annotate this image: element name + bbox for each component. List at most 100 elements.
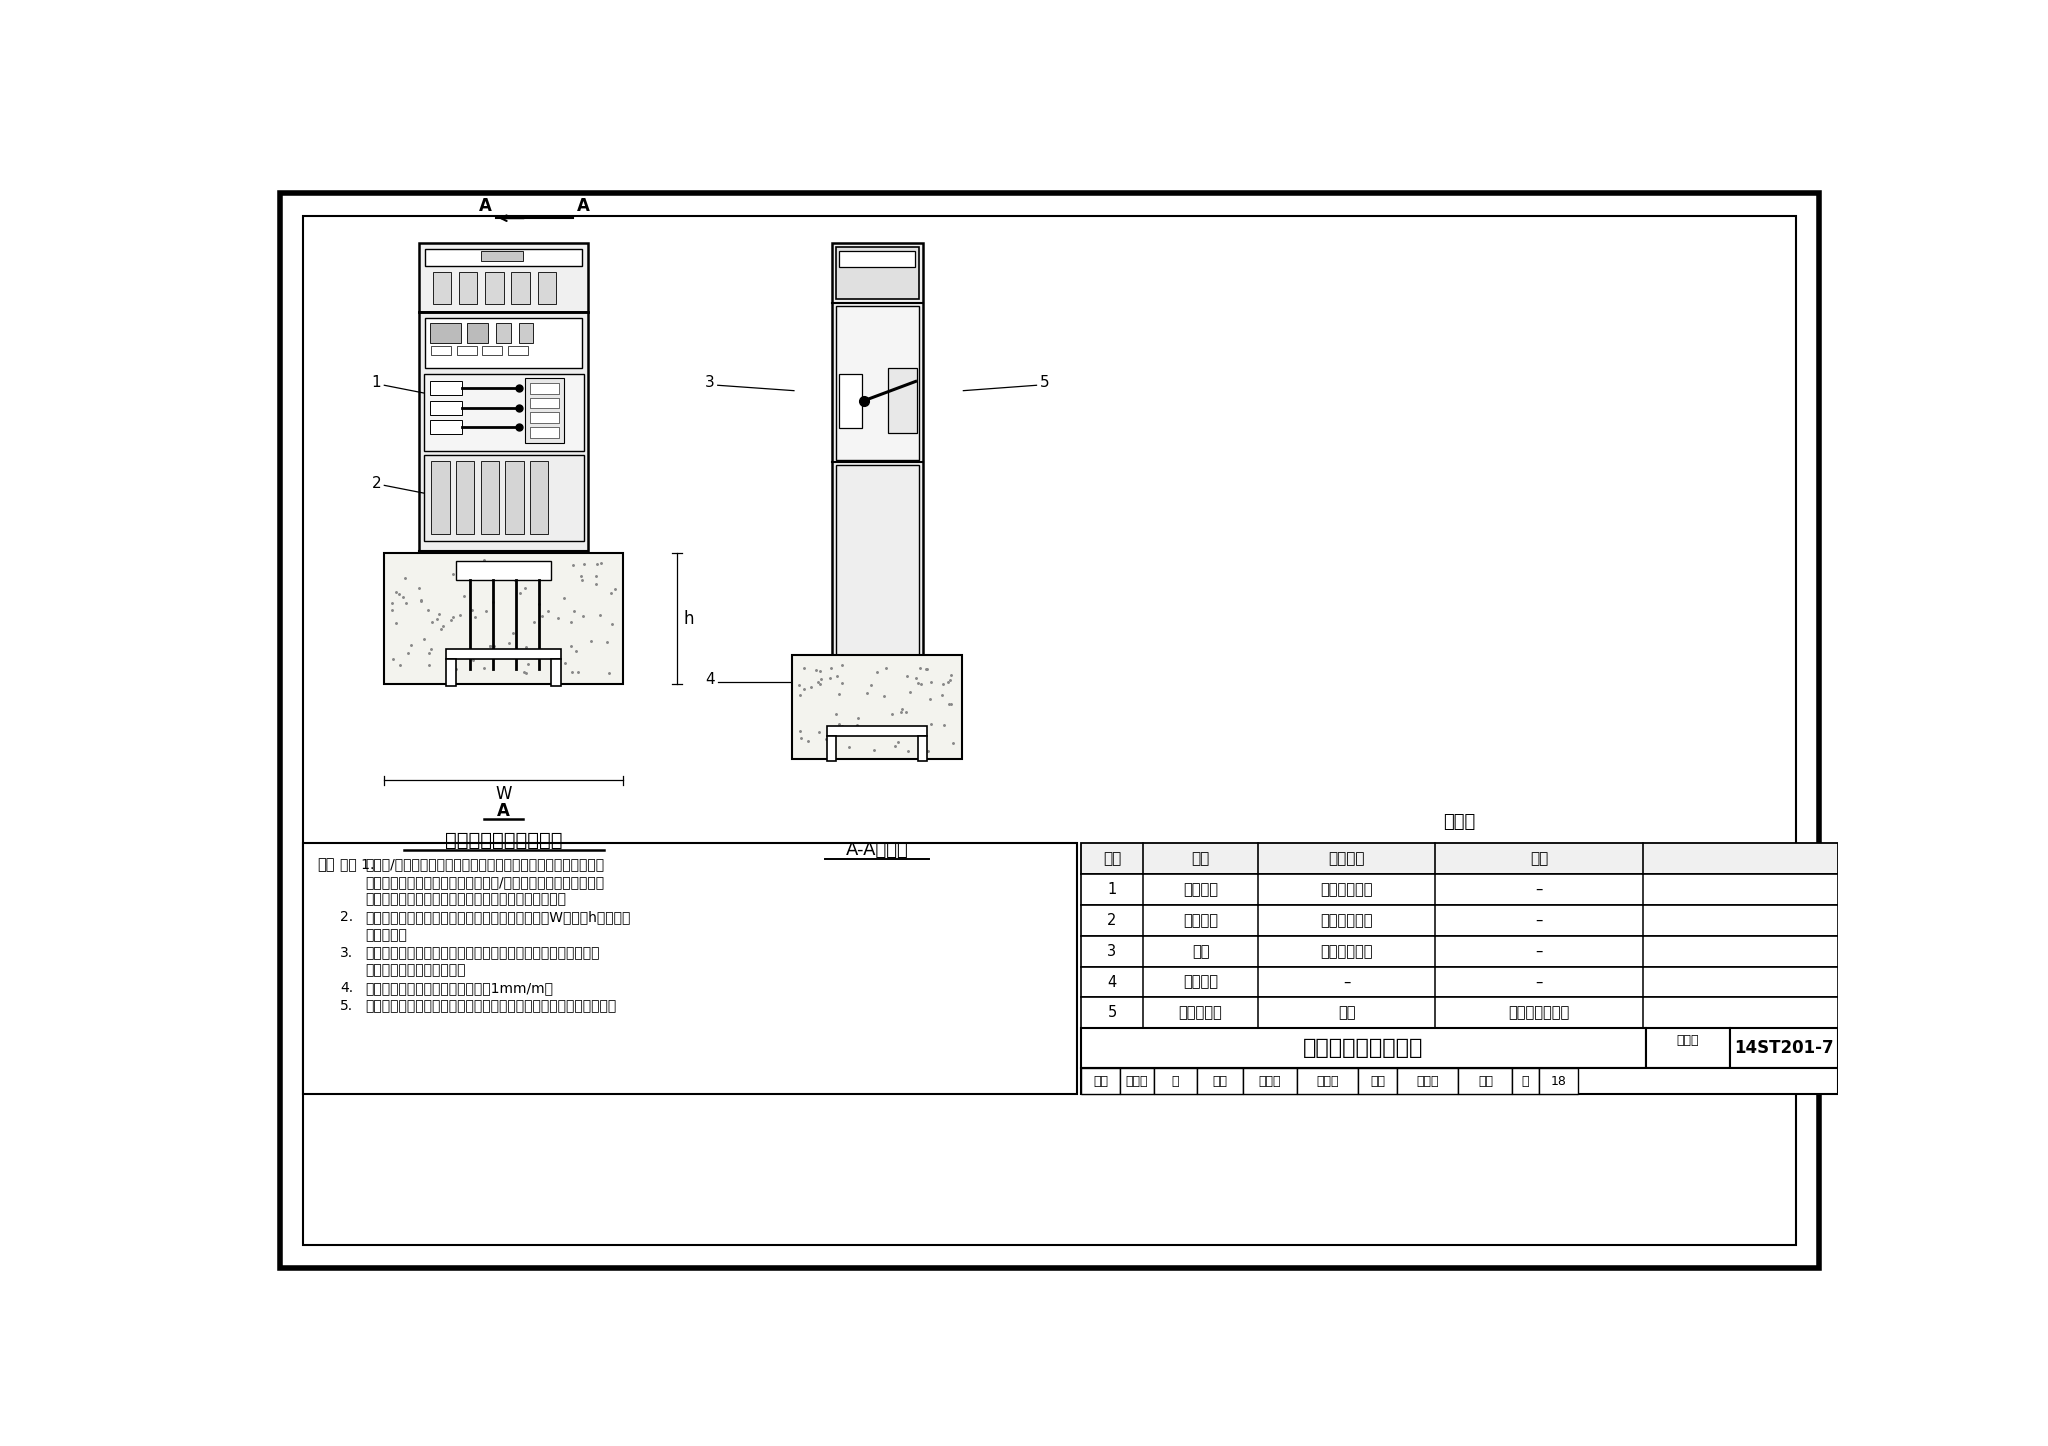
Bar [1081,875,1839,905]
Text: W: W [496,785,512,803]
Text: A-A剖面图: A-A剖面图 [846,840,909,859]
Text: 王　硊: 王 硊 [1124,1074,1147,1087]
Bar [420,243,588,312]
Bar [793,655,963,759]
Text: 4: 4 [1108,975,1116,989]
Bar [1458,1069,1511,1095]
Text: 注：: 注： [317,857,334,872]
Bar [457,461,475,534]
Bar [303,843,1077,1095]
Text: 18: 18 [1550,1074,1567,1087]
Polygon shape [760,759,993,834]
Text: 14ST201-7: 14ST201-7 [1735,1040,1835,1057]
Bar [537,272,555,305]
Bar [506,461,524,534]
Text: 3: 3 [1108,944,1116,959]
Text: –: – [1343,975,1350,989]
Bar [836,307,920,460]
Bar [1155,1069,1196,1095]
Bar [518,322,532,343]
Text: 安装联扮栓: 安装联扮栓 [1180,1005,1223,1021]
Text: 图集号: 图集号 [1677,1034,1700,1047]
Text: 4: 4 [705,672,715,687]
Text: 设备安装时注意限界问题，安装时可以做适当调整，不允许超越: 设备安装时注意限界问题，安装时可以做适当调整，不允许超越 [365,946,600,960]
Text: 备注: 备注 [1530,852,1548,866]
Bar [1540,1069,1577,1095]
Text: 隔离开关柜，单台隔离开关柜（电动/手动）的安装方法相同，具: 隔离开关柜，单台隔离开关柜（电动/手动）的安装方法相同，具 [365,875,604,889]
Bar [530,427,559,438]
Text: –: – [1536,912,1542,928]
Bar [467,322,487,343]
Text: 体安装位置参考设计院施工蓝图及现场实际情况而定。: 体安装位置参考设计院施工蓝图及现场实际情况而定。 [365,892,565,907]
Text: 审核: 审核 [1094,1074,1108,1087]
Bar [385,554,623,684]
Bar [551,659,561,687]
Text: 电缆支架: 电缆支架 [1184,912,1219,928]
Bar [432,272,451,305]
Bar [1081,1069,1120,1095]
Bar [485,272,504,305]
Text: 电缆支架的接地可采用扁钐或圆钐，具体接地方式以施工图纸为准。: 电缆支架的接地可采用扁钐或圆钐，具体接地方式以施工图纸为准。 [365,999,616,1014]
Text: 名称: 名称 [1192,852,1210,866]
Bar [1243,1069,1296,1095]
Bar [430,419,463,434]
Bar [836,247,920,299]
Text: 3: 3 [705,376,715,390]
Bar [1081,843,1839,875]
Bar [426,249,582,266]
Text: A: A [578,197,590,215]
Bar [481,461,500,534]
Bar [918,736,928,761]
Text: 符合设计要求: 符合设计要求 [1321,944,1372,959]
Text: 限界，安装时要牛固可靠。: 限界，安装时要牛固可靠。 [365,963,465,977]
Bar [424,373,584,451]
Bar [1081,1069,1839,1095]
Bar [530,461,549,534]
Bar [1081,936,1839,966]
Text: 府务: 府务 [1479,1074,1493,1087]
Bar [1081,905,1839,936]
Bar [1196,1069,1243,1095]
Text: 镶锤: 镶锤 [1337,1005,1356,1021]
Bar [508,346,528,356]
Bar [481,252,522,262]
Text: 2: 2 [1108,912,1116,928]
Bar [432,346,451,356]
Text: 5: 5 [1040,376,1049,390]
Text: A: A [498,803,510,820]
Bar [840,250,915,268]
Bar [1081,998,1839,1028]
Bar [457,346,477,356]
Bar [1397,1069,1458,1095]
Text: 安装基础: 安装基础 [1184,975,1219,989]
Text: 1: 1 [373,376,381,390]
Bar [827,736,836,761]
Bar [524,379,563,442]
Bar [889,367,918,432]
Text: 页: 页 [1522,1074,1530,1087]
Text: 序号: 序号 [1102,852,1120,866]
Bar [459,272,477,305]
Bar [481,346,502,356]
Text: 设计: 设计 [1370,1074,1384,1087]
Bar [446,649,561,659]
Text: 校对: 校对 [1212,1074,1227,1087]
Text: 隔离开关安装正立面图: 隔离开关安装正立面图 [444,831,563,850]
Bar [457,561,551,580]
Text: 配一弹啸两平啸: 配一弹啸两平啸 [1509,1005,1571,1021]
Wedge shape [815,697,938,759]
Bar [512,272,530,305]
Bar [1358,1069,1397,1095]
Polygon shape [760,655,793,759]
Text: –: – [1536,975,1542,989]
Text: 1: 1 [1108,882,1116,897]
Text: 规格型号: 规格型号 [1329,852,1366,866]
Bar [827,726,928,736]
Bar [1120,1069,1155,1095]
Bar [840,373,862,428]
Bar [1296,1069,1358,1095]
Bar [420,551,588,557]
Text: h: h [684,610,694,628]
Bar [530,412,559,424]
Wedge shape [430,610,578,684]
